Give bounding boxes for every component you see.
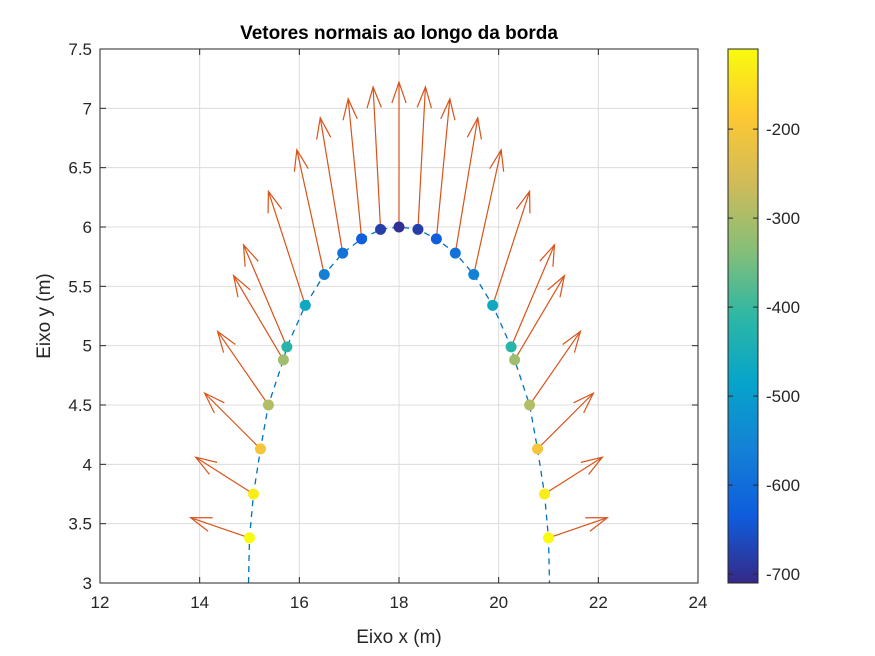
normal-vector-arrow <box>492 189 531 306</box>
normal-vector-arrow <box>391 80 407 227</box>
normal-vector-arrow <box>510 243 556 348</box>
y-tick-label: 7 <box>83 99 92 118</box>
boundary-point <box>244 532 255 544</box>
boundary-point <box>543 532 554 544</box>
normal-vector-arrow <box>316 115 344 254</box>
normal-vector-arrow <box>194 456 254 495</box>
normal-vector-arrow <box>435 96 456 239</box>
colorbar-tick-label: -700 <box>766 565 800 584</box>
boundary-point <box>299 299 311 311</box>
x-tick-label: 12 <box>91 593 110 612</box>
boundary-point <box>509 354 521 366</box>
normal-vector-arrow <box>203 391 261 450</box>
y-tick-label: 4 <box>83 455 92 474</box>
normal-vectors <box>188 80 610 539</box>
normal-vector-arrow <box>216 329 269 406</box>
boundary-point <box>505 341 517 353</box>
normal-vector-arrow <box>537 391 595 450</box>
normal-vector-arrow <box>514 274 566 361</box>
normal-vector-arrow <box>188 517 250 539</box>
boundary-point <box>449 247 461 259</box>
normal-vector-arrow <box>366 85 382 230</box>
x-tick-label: 14 <box>190 593 209 612</box>
boundary-point <box>532 443 544 455</box>
normal-vector-arrow <box>544 456 604 495</box>
boundary-point <box>487 299 499 311</box>
boundary-point <box>281 341 293 353</box>
y-tick-label: 3 <box>83 574 92 593</box>
normal-vector-arrow <box>232 274 284 361</box>
boundary-point <box>375 223 387 235</box>
y-tick-label: 3.5 <box>68 515 92 534</box>
y-tick-label: 6 <box>83 218 92 237</box>
boundary-point <box>318 268 330 280</box>
normal-vector-arrow <box>242 243 288 348</box>
boundary-point <box>337 247 349 259</box>
normal-vector-arrow <box>454 115 482 254</box>
boundary-point <box>393 221 405 233</box>
normal-vector-arrow <box>416 85 433 230</box>
boundary-point <box>468 268 480 280</box>
boundary-points <box>244 221 554 544</box>
boundary-point <box>247 488 259 500</box>
boundary-point <box>524 399 536 411</box>
boundary-point <box>356 233 368 245</box>
x-axis-ticks: 12 14 16 18 20 22 24 <box>91 49 708 612</box>
normal-vector-arrow <box>473 148 505 275</box>
normal-vector-arrow <box>342 96 363 239</box>
normal-vector-arrow <box>548 517 610 539</box>
colorbar-tick-label: -400 <box>766 298 800 317</box>
y-tick-label: 5.5 <box>68 277 92 296</box>
x-tick-label: 18 <box>390 593 409 612</box>
boundary-point <box>539 488 551 500</box>
boundary-point <box>430 233 442 245</box>
x-tick-label: 22 <box>589 593 608 612</box>
colorbar-tick-label: -300 <box>766 209 800 228</box>
normal-vector-arrow <box>293 148 325 275</box>
colorbar-tick-label: -500 <box>766 387 800 406</box>
y-tick-label: 6.5 <box>68 159 92 178</box>
colorbar-tick-label: -600 <box>766 476 800 495</box>
boundary-point <box>254 443 266 455</box>
y-axis-ticks: 3 3.5 4 4.5 5 5.5 6 6.5 7 7.5 <box>68 40 698 593</box>
normal-vector-arrow <box>529 329 582 406</box>
boundary-point <box>412 223 424 235</box>
colorbar-ticks: -200 -300 -400 -500 -600 -700 <box>728 120 800 584</box>
x-tick-label: 16 <box>290 593 309 612</box>
colorbar <box>727 48 759 584</box>
x-axis-label: Eixo x (m) <box>356 627 442 648</box>
y-axis-label: Eixo y (m) <box>34 273 55 359</box>
chart-title: Vetores normais ao longo da borda <box>240 23 558 44</box>
boundary-point <box>262 399 274 411</box>
x-tick-label: 20 <box>489 593 508 612</box>
boundary-point <box>277 354 289 366</box>
y-tick-label: 4.5 <box>68 396 92 415</box>
x-tick-label: 24 <box>689 593 708 612</box>
y-tick-label: 5 <box>83 337 92 356</box>
y-tick-label: 7.5 <box>68 40 92 59</box>
colorbar-tick-label: -200 <box>766 120 800 139</box>
normal-vector-arrow <box>267 189 306 306</box>
